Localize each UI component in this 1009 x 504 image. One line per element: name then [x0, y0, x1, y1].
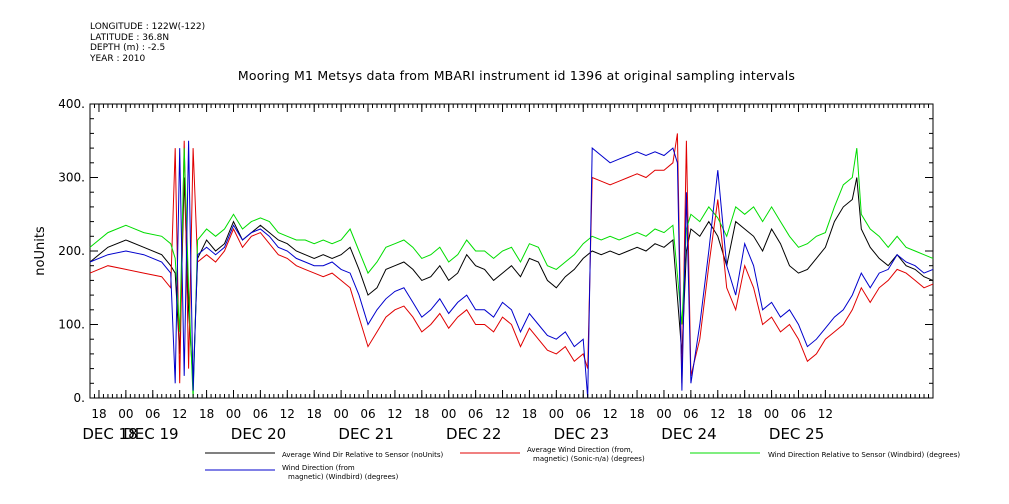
x-hour-label: 12	[818, 407, 833, 421]
x-hour-label: 12	[387, 407, 402, 421]
year-text: YEAR : 2010	[90, 53, 146, 64]
x-day-label: DEC 22	[446, 425, 501, 443]
plot-frame	[89, 103, 934, 399]
x-hour-label: 00	[656, 407, 671, 421]
y-tick-label: 100.	[58, 318, 85, 332]
x-hour-label: 18	[737, 407, 752, 421]
chart-title: Mooring M1 Metsys data from MBARI instru…	[237, 68, 796, 83]
x-hour-label: 12	[603, 407, 618, 421]
x-hour-label: 12	[172, 407, 187, 421]
x-hour-label: 18	[414, 407, 429, 421]
x-day-label: DEC 24	[661, 425, 716, 443]
x-hour-label: 06	[253, 407, 268, 421]
latitude-text: LATITUDE : 36.8N	[90, 32, 170, 43]
x-day-label: DEC 18	[82, 425, 137, 443]
x-hour-label: 06	[576, 407, 591, 421]
legend-label-1: Average Wind Dir Relative to Sensor (noU…	[282, 451, 443, 459]
legend-label-4: Wind Direction (from magnetic) (Windbird)…	[282, 464, 399, 481]
longitude-text: LONGITUDE : 122W(-122)	[90, 22, 206, 32]
x-day-label: DEC 20	[231, 425, 286, 443]
series-line-2	[89, 133, 934, 384]
x-hour-label: 06	[468, 407, 483, 421]
y-tick-label: 200.	[58, 244, 85, 258]
x-hour-label: 18	[629, 407, 644, 421]
x-hour-label: 06	[683, 407, 698, 421]
x-hour-label: 00	[226, 407, 241, 421]
x-hour-label: 18	[91, 407, 106, 421]
series-line-3	[89, 148, 934, 399]
x-day-label: DEC 25	[769, 425, 824, 443]
x-hour-label: 06	[791, 407, 806, 421]
x-hour-label: 18	[199, 407, 214, 421]
series-line-4	[89, 140, 934, 399]
x-hour-label: 12	[710, 407, 725, 421]
x-hour-label: 00	[764, 407, 779, 421]
y-tick-label: 0.	[74, 391, 85, 405]
x-day-label: DEC 21	[338, 425, 393, 443]
x-hour-label: 00	[118, 407, 133, 421]
legend-label-2: Average Wind Direction (from, magnetic) (…	[527, 446, 645, 463]
x-hour-label: 06	[145, 407, 160, 421]
legend-label-3: Wind Direction Relative to Sensor (Windb…	[768, 451, 960, 459]
x-day-label: DEC 19	[123, 425, 178, 443]
x-hour-label: 18	[307, 407, 322, 421]
series-line-1	[89, 177, 934, 384]
y-tick-label: 400.	[58, 97, 85, 111]
x-day-label: DEC 23	[554, 425, 609, 443]
x-hour-label: 00	[333, 407, 348, 421]
x-hour-label: 00	[549, 407, 564, 421]
x-hour-label: 12	[495, 407, 510, 421]
x-hour-label: 00	[441, 407, 456, 421]
y-tick-label: 300.	[58, 171, 85, 185]
x-hour-label: 12	[280, 407, 295, 421]
depth-text: DEPTH (m) : -2.5	[90, 43, 166, 53]
metadata-block: LONGITUDE : 122W(-122) LATITUDE : 36.8N …	[90, 22, 205, 64]
x-hour-label: 18	[522, 407, 537, 421]
x-hour-label: 06	[360, 407, 375, 421]
y-axis-label: noUnits	[33, 226, 48, 276]
